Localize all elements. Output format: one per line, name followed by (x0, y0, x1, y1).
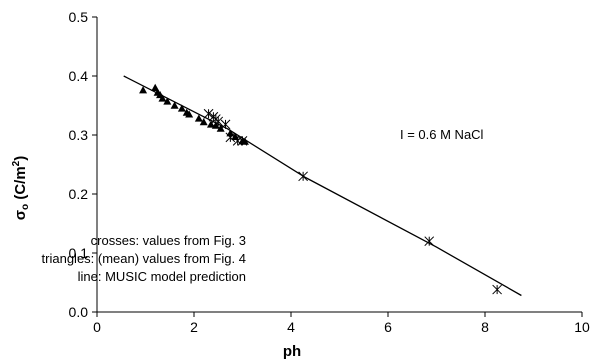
asterisk-point (424, 236, 435, 247)
asterisk-point (213, 116, 224, 127)
triangle-point (151, 83, 160, 91)
y-axis-title: σo (C/m2) (11, 156, 31, 220)
model-prediction-line (123, 75, 522, 297)
asterisk-point (232, 136, 243, 146)
asterisk-point (203, 108, 214, 119)
triangle-point (158, 94, 167, 102)
triangle-point (206, 120, 215, 128)
x-tick-label: 2 (190, 319, 198, 335)
x-tick-label: 10 (574, 319, 590, 335)
y-axis-title-subscript: o (20, 204, 31, 210)
y-tick-label: 0.0 (69, 304, 89, 320)
y-tick-label: 0.4 (69, 68, 89, 84)
triangle-point (177, 104, 186, 112)
y-axis-title-unit: (C/m (12, 166, 29, 204)
ticks: 0 2 4 6 8 10 0.0 0.1 0.2 0.3 0.4 0.5 (69, 9, 590, 335)
y-tick-label: 0.2 (69, 186, 89, 202)
asterisk-point (492, 284, 502, 295)
ionic-strength-annotation: I = 0.6 M NaCl (400, 127, 484, 142)
x-tick-label: 0 (93, 319, 101, 335)
axes (96, 17, 582, 313)
triangle-point (199, 118, 208, 126)
asterisk-point (237, 136, 248, 146)
y-axis-title-symbol: σ (12, 210, 29, 220)
asterisk-point (298, 171, 308, 182)
markers-layer (139, 83, 502, 295)
legend-crosses-annotation: crosses: values from Fig. 3 (91, 233, 246, 248)
triangle-point (163, 97, 172, 105)
x-tick-label: 6 (384, 319, 392, 335)
y-axis-title-close: ) (12, 156, 29, 161)
triangle-point (170, 101, 179, 109)
y-tick-label: 0.5 (69, 9, 89, 25)
x-axis-title: ph (283, 343, 301, 359)
triangle-point (194, 114, 203, 122)
asterisk-point (220, 119, 231, 130)
legend-triangles-annotation: triangles: (mean) values from Fig. 4 (42, 251, 246, 266)
triangle-point (216, 124, 225, 132)
model-line-layer (123, 75, 522, 297)
y-tick-label: 0.1 (69, 245, 89, 261)
triangle-point (139, 86, 148, 94)
legend-line-annotation: line: MUSIC model prediction (78, 269, 246, 284)
y-tick-label: 0.3 (69, 127, 89, 143)
y-axis-title-superscript: 2 (11, 160, 22, 166)
x-tick-label: 4 (287, 319, 295, 335)
triangle-point (226, 129, 235, 137)
asterisk-point (225, 132, 236, 143)
x-tick-label: 8 (481, 319, 489, 335)
triangle-point (211, 121, 220, 129)
triangle-point (185, 110, 194, 118)
